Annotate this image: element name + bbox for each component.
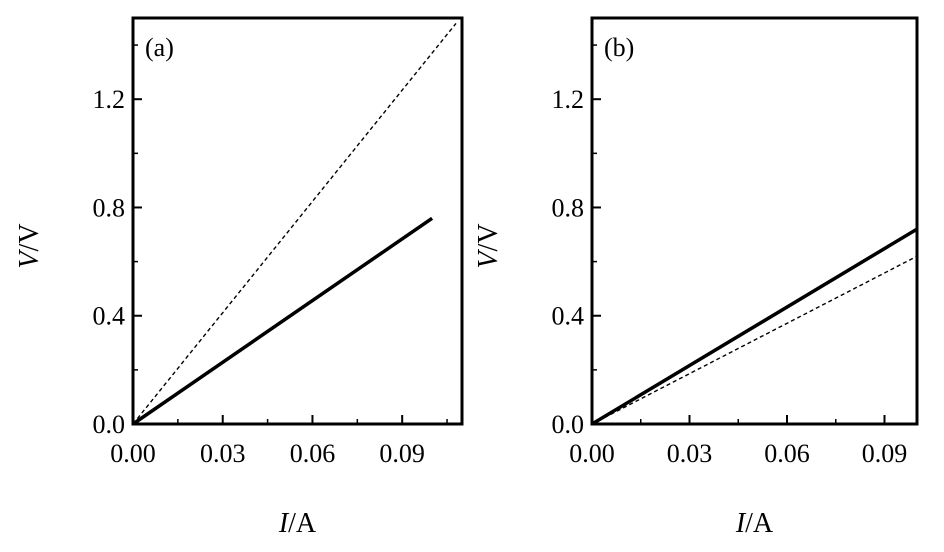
y-tick-label: 0.4 <box>552 302 585 331</box>
solid-series-line <box>132 216 434 426</box>
x-tick-label: 0.00 <box>569 439 615 468</box>
panel-label: (a) <box>145 33 174 62</box>
plot-frame <box>590 16 919 426</box>
x-tick-label: 0.00 <box>110 439 156 468</box>
y-axis-label: V/V <box>14 223 45 268</box>
x-tick-label: 0.03 <box>667 439 713 468</box>
dashed-series-line <box>132 22 457 425</box>
y-tick-label: 0.0 <box>93 410 126 439</box>
y-axis-label: V/V <box>473 223 504 268</box>
y-tick-label: 1.2 <box>93 85 126 114</box>
panel-label: (b) <box>604 33 634 62</box>
panel-0: 0.00 0.03 0.06 0.09 0.0 0.4 0.8 1.2 (a) I/A V/V <box>14 16 464 539</box>
x-tick-label: 0.09 <box>862 439 908 468</box>
y-tick-label: 0.0 <box>552 410 585 439</box>
dashed-series-line <box>591 255 918 425</box>
y-tick-label: 0.4 <box>93 302 126 331</box>
x-tick-label: 0.06 <box>290 439 336 468</box>
y-tick-label: 0.8 <box>552 193 585 222</box>
solid-series-line <box>591 227 918 426</box>
x-tick-label: 0.03 <box>200 439 246 468</box>
panel-1: 0.00 0.03 0.06 0.09 0.0 0.4 0.8 1.2 (b) I/A V/V <box>473 16 919 539</box>
y-tick-label: 0.8 <box>93 193 126 222</box>
plot-frame <box>131 16 464 426</box>
y-tick-label: 1.2 <box>552 85 585 114</box>
x-tick-label: 0.06 <box>764 439 810 468</box>
x-axis-label: I/A <box>278 508 317 539</box>
x-axis-label: I/A <box>735 508 774 539</box>
x-tick-label: 0.09 <box>379 439 425 468</box>
